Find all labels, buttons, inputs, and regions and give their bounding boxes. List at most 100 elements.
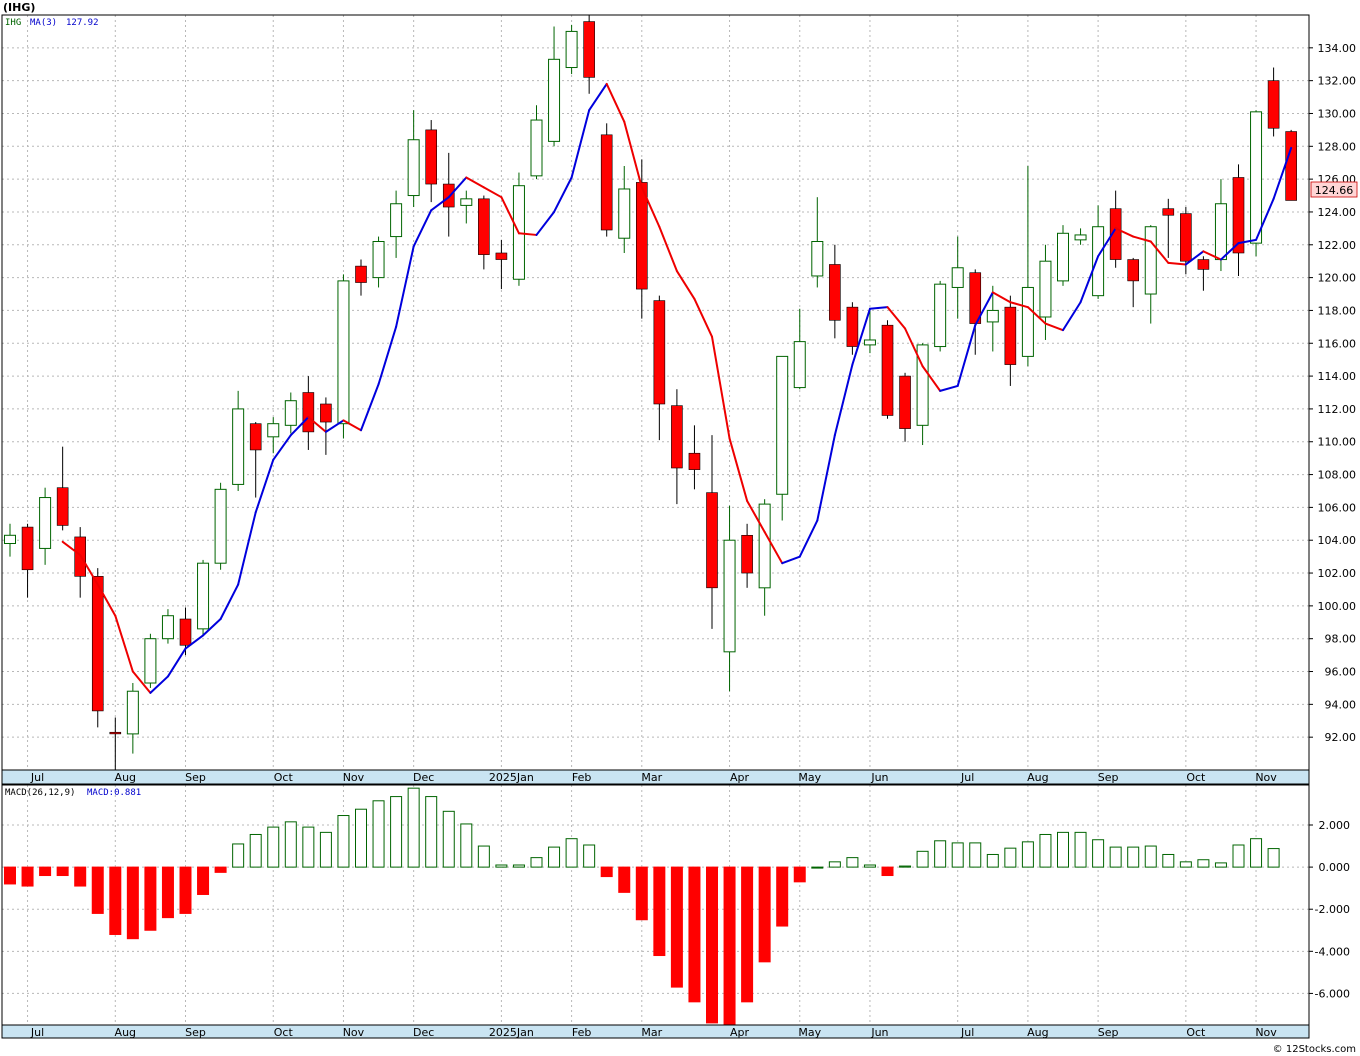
macd-bar (1179, 861, 1192, 868)
candle (811, 197, 824, 288)
candle (320, 397, 332, 455)
candle (56, 446, 69, 531)
candle-body (1232, 177, 1245, 254)
macd-bar (565, 838, 578, 868)
macd-bar (407, 787, 420, 868)
macd-bar (1250, 838, 1263, 868)
macd-bar (670, 866, 683, 988)
candle-body (390, 203, 403, 238)
candle (1092, 205, 1105, 299)
macd-y-axis: 2.000 0.000 -2.000 -4.000 -6.000 (1309, 819, 1350, 1000)
candle (1285, 129, 1297, 201)
ma3-segment (693, 297, 713, 338)
macd-x-tick-label: Sep (185, 1026, 206, 1039)
candle-body (407, 139, 420, 197)
macd-bar (126, 866, 139, 940)
price-y-tick-label: 104.00 (1318, 534, 1357, 547)
macd-bar (477, 845, 490, 868)
macd-y-tick-label: -2.000 (1315, 903, 1350, 916)
candle-body (688, 452, 701, 470)
ma3-segment (1062, 301, 1082, 332)
ma3-segment (1026, 306, 1047, 325)
ma3-segment (1132, 235, 1152, 243)
macd-bar (1004, 847, 1017, 868)
ma3-segment (675, 270, 696, 300)
macd-bar (495, 864, 508, 868)
candle-body (565, 30, 578, 69)
macd-bar (1039, 833, 1052, 868)
ma3-segment (166, 647, 187, 678)
ma3-segment (1219, 242, 1240, 261)
macd-bar (899, 865, 912, 868)
ma3-segment (763, 531, 784, 565)
candle-body (741, 534, 753, 574)
macd-legend-label: MACD(26,12,9) (5, 788, 75, 798)
ma3-segment (781, 555, 801, 565)
candle-body (1127, 259, 1139, 282)
ma3-segment (1149, 240, 1170, 264)
candle (109, 717, 122, 770)
candle (986, 285, 999, 352)
ma3-segment (1237, 238, 1258, 245)
macd-bar (863, 864, 876, 868)
macd-bar (91, 866, 104, 914)
ma3-segment (202, 618, 222, 637)
ma3-segment (535, 210, 556, 236)
candle-body (302, 392, 315, 433)
ma3-segment (131, 670, 152, 694)
price-y-tick-label: 130.00 (1318, 107, 1357, 120)
candle (776, 355, 789, 521)
ma3-segment (1255, 197, 1275, 241)
candle-body (355, 265, 367, 283)
candle-body (425, 129, 438, 185)
macd-bar (372, 800, 385, 868)
candle-body (583, 21, 595, 78)
candle (179, 607, 192, 656)
candle (1232, 164, 1245, 276)
candle (337, 274, 350, 439)
copyright-text: © 12Stocks.com (1273, 1044, 1356, 1055)
macd-x-tick-label: Nov (343, 1026, 365, 1039)
price-y-tick-label: 112.00 (1318, 403, 1357, 416)
candle (934, 280, 947, 352)
price-y-tick-label: 132.00 (1318, 75, 1357, 88)
candle-body (1057, 232, 1069, 282)
macd-bar (442, 810, 455, 868)
price-legend-ma-value: 127.92 (66, 18, 99, 28)
macd-x-tick-label: Jun (870, 1026, 888, 1039)
macd-x-tick-label: Jul (960, 1026, 974, 1039)
ma3-segment (307, 416, 327, 433)
last-price-label: 124.66 (1315, 184, 1354, 197)
ma3-segment (79, 553, 99, 586)
price-x-tick-label: May (798, 771, 821, 784)
candle-body (671, 405, 683, 469)
ma3-segment (360, 383, 380, 432)
candle (1267, 67, 1280, 137)
ma3-segment (939, 384, 959, 392)
ma3-segment (991, 291, 1012, 304)
candle-body (478, 198, 490, 255)
candle-body (126, 690, 139, 735)
ma3-segment (658, 225, 678, 273)
candle (829, 244, 841, 339)
candle-body (811, 241, 824, 277)
price-x-tick-label: Jun (870, 771, 888, 784)
macd-bar (197, 866, 210, 895)
candle (4, 523, 16, 557)
candle-body (109, 731, 122, 735)
candle (881, 320, 894, 419)
candle (1250, 110, 1263, 257)
macd-bar (916, 850, 929, 868)
price-y-tick-label: 106.00 (1318, 501, 1357, 514)
macd-y-tick-label: 0.000 (1319, 861, 1351, 874)
candle-body (1092, 226, 1105, 297)
candle-body (1197, 259, 1210, 270)
macd-legend-value: MACD:0.881 (87, 788, 141, 798)
price-x-tick-label: Nov (1255, 771, 1277, 784)
ma3-segment (447, 176, 468, 199)
ma3-segment (1184, 250, 1205, 266)
candle-body (653, 300, 666, 405)
price-y-tick-label: 102.00 (1318, 567, 1357, 580)
macd-x-tick-label: May (798, 1026, 821, 1039)
price-y-axis: 92.00 94.00 96.00 98.00 100.00 102.00 104.00 10… (1309, 42, 1356, 744)
